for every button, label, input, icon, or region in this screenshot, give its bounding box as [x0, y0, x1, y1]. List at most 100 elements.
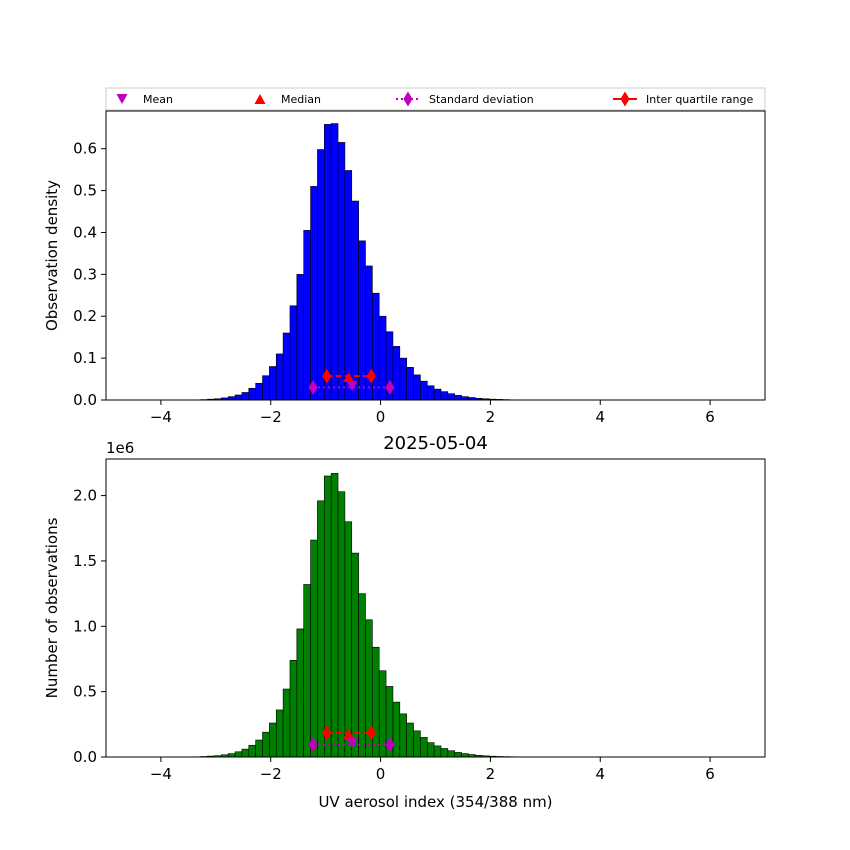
x-tick-label: −2: [260, 765, 282, 783]
count-statistics: [308, 725, 395, 753]
histogram-bar: [296, 274, 305, 401]
count-y-offset-label: 1e6: [106, 439, 134, 457]
histogram-bar: [269, 366, 277, 401]
iqr-marker: [366, 725, 376, 741]
x-tick-label: −4: [150, 408, 172, 426]
legend-iqr-marker: [620, 91, 630, 107]
histogram-bar: [378, 315, 387, 401]
histogram-bar: [392, 701, 401, 758]
legend-mean-marker: [116, 94, 128, 104]
histogram-bar: [296, 628, 305, 758]
histogram-bar: [392, 346, 401, 401]
x-tick-label: 6: [705, 408, 715, 426]
histogram-bar: [344, 521, 353, 758]
histogram-bar: [262, 375, 270, 401]
density-y-axis-label: Observation density: [43, 180, 61, 331]
y-tick-label: 0.4: [73, 223, 97, 241]
histogram-bar: [330, 123, 339, 401]
density-bars: [193, 123, 517, 401]
histogram-bar: [310, 186, 318, 401]
histogram-bar: [406, 722, 414, 758]
histogram-bar: [433, 745, 442, 758]
std-dev-marker: [308, 379, 318, 395]
y-tick-label: 0.0: [73, 748, 97, 766]
histogram-bar: [289, 659, 298, 758]
legend-box: [105, 87, 766, 111]
count-plot-frame: [105, 458, 766, 758]
x-tick-label: −2: [260, 408, 282, 426]
histogram-bar: [426, 742, 435, 758]
histogram-bar: [454, 395, 462, 401]
y-tick-label: 0.5: [73, 182, 97, 200]
histogram-bar: [275, 353, 284, 401]
std-dev-marker: [385, 379, 395, 395]
histogram-bar: [461, 753, 469, 758]
histogram-bar: [413, 730, 421, 758]
count-plot-title: 2025-05-04: [383, 433, 488, 454]
histogram-bar: [227, 396, 236, 401]
histogram-bar: [351, 552, 359, 758]
density-histogram: −4 −2 0 2 4 6 0.0 0.1 0.2 0.3 0.4 0.5 0.6 Observati…: [43, 110, 766, 426]
mean-marker: [346, 737, 358, 748]
histogram-bar: [310, 539, 318, 758]
histogram-bar: [248, 387, 256, 401]
histogram-bar: [330, 473, 339, 758]
histogram-bar: [372, 646, 380, 758]
y-tick-label: 0.6: [73, 140, 97, 158]
legend-label: Standard deviation: [429, 93, 534, 106]
count-y-axis-label: Number of observations: [43, 517, 61, 698]
y-tick-label: 0.3: [73, 265, 97, 283]
histogram-bar: [317, 500, 325, 758]
histogram-bar: [303, 230, 311, 401]
legend: Mean Median Standard deviation Inter quarti…: [105, 87, 766, 111]
histogram-bar: [323, 475, 332, 758]
histogram-bar: [372, 292, 380, 401]
iqr-marker: [322, 368, 332, 384]
density-plot-frame: [105, 110, 766, 401]
std-dev-marker: [385, 737, 395, 753]
legend-label: Inter quartile range: [646, 93, 753, 106]
x-tick-label: 4: [595, 765, 605, 783]
std-dev-marker: [308, 737, 318, 753]
x-tick-label: 0: [376, 765, 386, 783]
density-y-ticks: 0.0 0.1 0.2 0.3 0.4 0.5 0.6: [73, 140, 106, 409]
histogram-bar: [248, 744, 256, 758]
median-marker: [343, 371, 355, 382]
histogram-bar: [262, 731, 270, 758]
histogram-bar: [227, 753, 236, 758]
y-tick-label: 0.5: [73, 683, 97, 701]
count-y-ticks: 0.0 0.5 1.0 1.5 2.0: [73, 487, 106, 766]
histogram-bar: [351, 200, 359, 401]
histogram-bar: [275, 709, 284, 758]
histogram-bar: [323, 124, 332, 401]
histogram-bar: [433, 388, 442, 401]
x-tick-label: 6: [705, 765, 715, 783]
histogram-bar: [234, 394, 243, 401]
median-marker: [343, 729, 355, 740]
density-x-ticks: −4 −2 0 2 4 6: [150, 400, 715, 426]
histogram-bar: [440, 391, 449, 401]
x-tick-label: 2: [486, 408, 496, 426]
legend-label: Median: [281, 93, 321, 106]
histogram-bar: [234, 751, 243, 758]
histogram-bar: [406, 367, 414, 401]
y-tick-label: 0.0: [73, 391, 97, 409]
histogram-bar: [378, 670, 387, 758]
density-statistics: [308, 368, 395, 395]
histogram-bar: [337, 142, 346, 401]
histogram-bar: [454, 752, 462, 758]
count-x-ticks: −4 −2 0 2 4 6: [150, 757, 715, 783]
histogram-bar: [303, 584, 311, 758]
iqr-marker: [322, 725, 332, 741]
histogram-bar: [282, 332, 291, 401]
histogram-bar: [241, 392, 250, 401]
count-histogram: −4 −2 0 2 4 6 0.0 0.5 1.0 1.5 2.0 Number of obser…: [43, 433, 766, 811]
x-tick-label: 4: [595, 408, 605, 426]
x-tick-label: 0: [376, 408, 386, 426]
x-tick-label: −4: [150, 765, 172, 783]
y-tick-label: 0.2: [73, 307, 97, 325]
histogram-bar: [399, 357, 407, 401]
histogram-bar: [447, 750, 456, 758]
histogram-bar: [337, 491, 346, 758]
